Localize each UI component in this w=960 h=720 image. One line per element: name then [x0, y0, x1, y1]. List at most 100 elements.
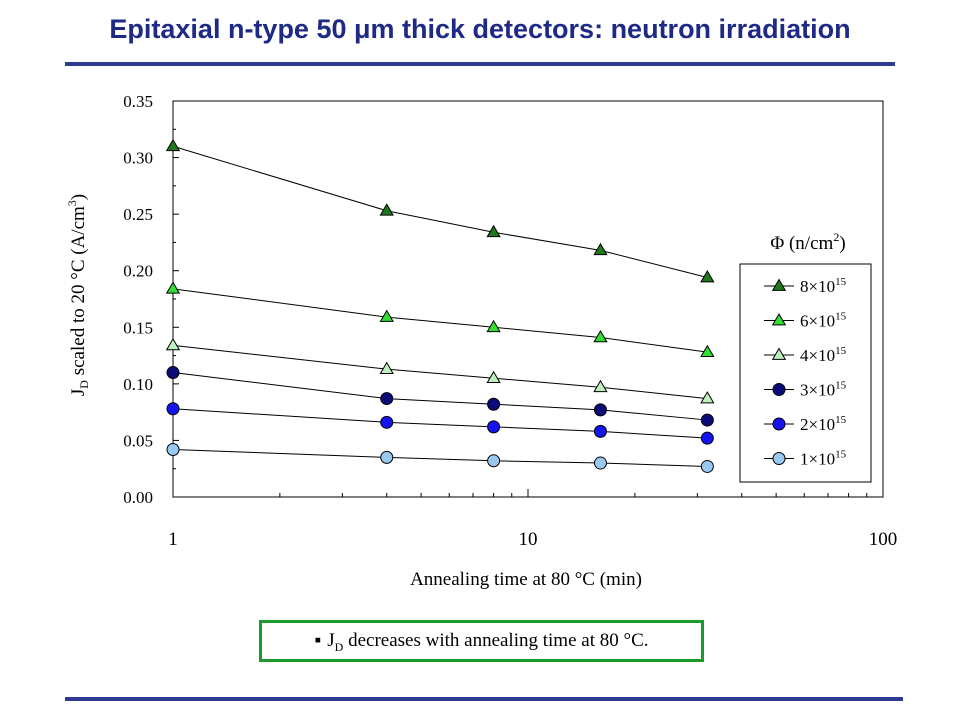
data-point: [166, 402, 180, 416]
legend-label-base: 8×10: [800, 277, 835, 296]
data-point: [165, 337, 181, 351]
y-axis-label-sub: D: [77, 380, 91, 389]
data-point: [379, 361, 394, 374]
x-tick-label: 10: [519, 529, 538, 550]
legend-label-base: 1×10: [800, 450, 835, 469]
data-point: [700, 459, 714, 473]
legend-label-exp: 15: [835, 345, 847, 357]
y-axis-label: JD scaled to 20 °C (A/cm3): [65, 194, 91, 396]
legend: Φ (n/cm2) 8×10156×10154×10153×10152×1015…: [739, 230, 872, 483]
data-point: [486, 319, 501, 333]
data-point: [700, 270, 715, 283]
x-tick-label: 100: [869, 529, 898, 550]
data-point: [700, 413, 714, 427]
legend-marker: [772, 383, 786, 396]
y-tick-label: 0.35: [123, 92, 153, 111]
legend-label-base: 3×10: [800, 381, 835, 400]
x-minor-ticks: [279, 493, 868, 497]
legend-label-exp: 15: [835, 414, 847, 426]
legend-item: 2×1015: [764, 414, 847, 434]
note-bullet: ▪: [314, 630, 322, 651]
data-point: [593, 329, 608, 343]
y-tick-label: 0.30: [123, 149, 153, 168]
legend-marker: [771, 313, 787, 326]
legend-label-exp: 15: [835, 276, 847, 288]
legend-marker: [771, 347, 787, 360]
data-point: [593, 424, 607, 438]
data-point: [593, 403, 607, 417]
legend-title-sup: 2: [833, 230, 839, 244]
series-line: [172, 344, 708, 400]
data-point: [380, 392, 394, 406]
legend-item: 6×1015: [764, 311, 847, 331]
data-point: [487, 397, 501, 411]
data-point: [593, 379, 608, 393]
legend-item: 1×1015: [764, 449, 847, 469]
y-tick-label: 0.15: [123, 318, 153, 337]
data-point: [166, 442, 180, 456]
data-point: [700, 391, 715, 404]
note-j: J: [327, 630, 335, 651]
legend-marker: [771, 278, 787, 291]
legend-label-base: 4×10: [800, 346, 835, 365]
legend-label: 1×1015: [800, 449, 847, 469]
legend-label-base: 2×10: [800, 415, 835, 434]
x-axis-label: Annealing time at 80 °C (min): [410, 569, 642, 590]
plot-area: 0.00 0.05 0.10 0.15 0.20 0.25 0.30 0.35 1 10 100: [123, 92, 897, 550]
series-markers: [165, 138, 715, 473]
data-point: [379, 309, 394, 322]
legend-item: 4×1015: [764, 345, 847, 365]
y-tick-label: 0.20: [123, 262, 153, 281]
data-point: [380, 450, 394, 464]
data-point: [165, 281, 181, 294]
legend-label: 3×1015: [800, 380, 847, 400]
legend-item: 3×1015: [764, 380, 847, 400]
y-tick-label: 0.05: [123, 431, 153, 450]
data-point: [486, 370, 501, 384]
data-point: [486, 224, 501, 238]
data-point: [700, 344, 715, 357]
x-axis: 1 10 100: [168, 489, 897, 550]
y-axis-label-main: scaled to 20 °C (A/cm: [68, 206, 89, 380]
y-tick-label: 0.25: [123, 205, 153, 224]
legend-label: 4×1015: [800, 345, 847, 365]
series-lines: [172, 145, 708, 467]
data-point: [487, 420, 501, 434]
note-sub: D: [334, 639, 344, 654]
data-point: [380, 415, 394, 429]
bottom-divider: [65, 697, 903, 701]
series-line: [172, 408, 708, 439]
note-text: decreases with annealing time at 80 °C.: [343, 630, 649, 651]
data-point: [379, 203, 394, 216]
y-tick-label: 0.10: [123, 375, 153, 394]
data-point: [487, 454, 501, 468]
legend-title-text: Φ (n/cm: [770, 233, 833, 254]
y-axis-label-sup: 3: [65, 200, 79, 206]
legend-marker: [772, 452, 786, 465]
data-point: [166, 366, 180, 380]
y-tick-label: 0.00: [123, 488, 153, 507]
legend-label-base: 6×10: [800, 312, 835, 331]
series-line: [172, 372, 708, 421]
y-axis-label-j: J: [68, 389, 89, 396]
legend-marker: [772, 417, 786, 431]
legend-label-exp: 15: [835, 380, 847, 392]
series-line: [172, 448, 708, 467]
legend-label: 2×1015: [800, 414, 847, 434]
y-axis: 0.00 0.05 0.10 0.15 0.20 0.25 0.30 0.35: [123, 92, 179, 507]
y-axis-label-close: ): [68, 194, 89, 200]
legend-label: 8×1015: [800, 276, 847, 296]
slide-title: Epitaxial n-type 50 μm thick detectors: …: [109, 14, 851, 44]
data-point: [593, 456, 607, 470]
data-point: [593, 242, 608, 256]
legend-label-exp: 15: [835, 449, 847, 461]
annealing-chart: 0.000.050.100.150.200.250.300.35 1 10 100 …: [65, 92, 897, 590]
x-tick-label: 1: [168, 529, 178, 550]
note-box: ▪ JD decreases with annealing time at 80 …: [259, 620, 704, 662]
legend-title-close: ): [839, 233, 845, 254]
series-line: [172, 288, 708, 353]
legend-box: [739, 263, 872, 483]
legend-label: 6×1015: [800, 311, 847, 331]
legend-title: Φ (n/cm2): [770, 230, 845, 254]
